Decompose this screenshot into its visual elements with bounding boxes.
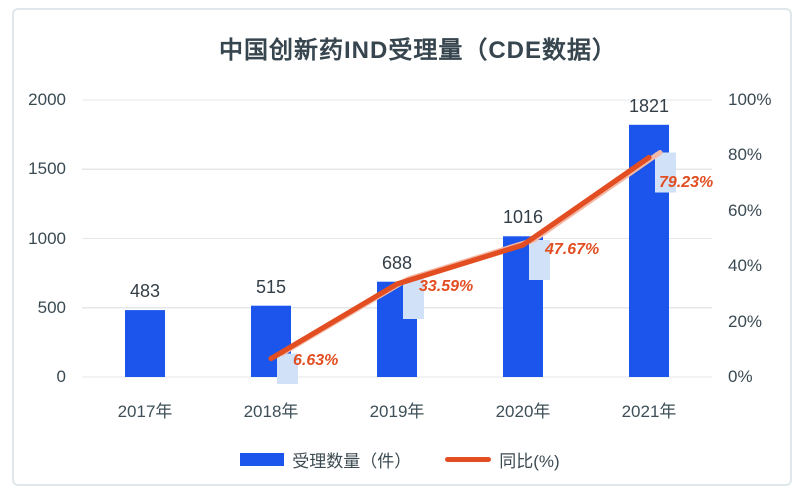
right-axis-tick-40%: 40% xyxy=(728,256,763,275)
bar-value-label-2018年: 515 xyxy=(255,277,287,297)
left-axis-tick-2000: 2000 xyxy=(28,90,66,109)
right-axis-tick-0%: 0% xyxy=(728,367,753,386)
left-axis-tick-1000: 1000 xyxy=(28,229,66,248)
bar-series-label: 受理数量（件） xyxy=(292,451,412,471)
yoy-value-label-2020年: 47.67% xyxy=(545,241,600,258)
chart-legend: 受理数量（件） 同比(%) xyxy=(0,446,800,472)
yoy-value-label-2021年: 79.23% xyxy=(659,174,714,191)
bar-value-label-2021年: 1821 xyxy=(628,96,670,116)
yoy-value-label-2018年: 6.63% xyxy=(293,352,339,369)
bar-value-label-2017年: 483 xyxy=(129,281,161,301)
legend-item-line: 同比(%) xyxy=(445,447,560,472)
left-axis-tick-500: 500 xyxy=(37,298,66,317)
x-axis-label-2017年: 2017年 xyxy=(117,402,173,421)
yoy-value-label-2019年: 33.59% xyxy=(419,278,474,295)
left-axis-tick-0: 0 xyxy=(56,367,66,386)
line-marker-2018年 xyxy=(277,353,298,384)
bar-value-label-2019年: 688 xyxy=(381,253,413,273)
line-marker-2020年 xyxy=(529,240,550,280)
bar-2017年 xyxy=(125,310,165,377)
bar-series-swatch xyxy=(240,452,285,466)
line-series-label: 同比(%) xyxy=(499,451,560,471)
plot-area xyxy=(82,99,712,384)
right-axis-tick-100%: 100% xyxy=(728,90,772,109)
x-axis-label-2020年: 2020年 xyxy=(495,402,551,421)
x-axis-label-2018年: 2018年 xyxy=(243,402,299,421)
left-axis-tick-1500: 1500 xyxy=(28,159,66,178)
line-series-swatch xyxy=(445,456,492,462)
x-axis-label-2019年: 2019年 xyxy=(369,402,425,421)
bar-value-label-2020年: 1016 xyxy=(502,207,544,227)
right-axis-tick-80%: 80% xyxy=(728,145,763,164)
right-axis-tick-20%: 20% xyxy=(728,312,763,331)
line-marker-2021年 xyxy=(655,152,676,193)
chart-title: 中国创新药IND受理量（CDE数据） xyxy=(218,37,617,64)
yoy-line xyxy=(268,154,652,362)
x-axis-label-2021年: 2021年 xyxy=(621,402,677,421)
legend-item-bars: 受理数量（件） xyxy=(240,447,411,472)
line-marker-2019年 xyxy=(403,279,424,319)
right-axis-tick-60%: 60% xyxy=(728,201,763,220)
